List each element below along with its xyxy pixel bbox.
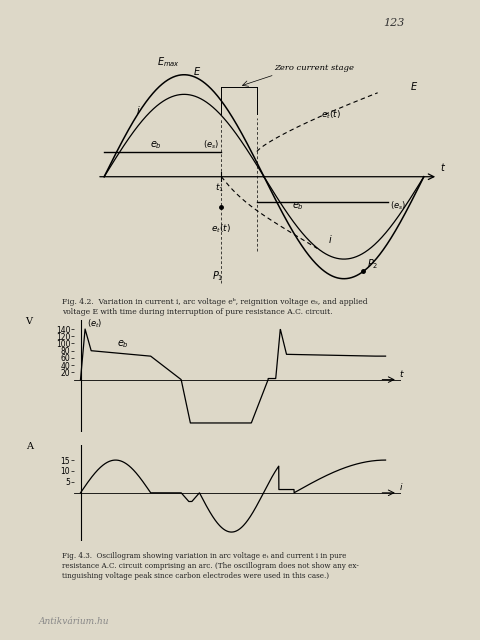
Text: $(e_s)$: $(e_s)$: [390, 199, 407, 212]
Text: $e_b$: $e_b$: [292, 200, 304, 212]
Text: A: A: [25, 442, 33, 451]
Text: Antikvárium.hu: Antikvárium.hu: [38, 617, 109, 626]
Text: voltage E with time during interruption of pure resistance A.C. circuit.: voltage E with time during interruption …: [62, 308, 333, 317]
Text: $P_2$: $P_2$: [367, 257, 378, 271]
Text: $e_t(t)$: $e_t(t)$: [211, 223, 231, 235]
Text: $e_t(t)$: $e_t(t)$: [321, 109, 341, 122]
Text: Fig. 4.2.  Variation in current i, arc voltage eᵇ, reignition voltage eₛ, and ap: Fig. 4.2. Variation in current i, arc vo…: [62, 298, 368, 305]
Text: $E$: $E$: [409, 81, 418, 92]
Text: $E_{max}$: $E_{max}$: [157, 55, 180, 69]
Text: Zero current stage: Zero current stage: [275, 65, 355, 72]
Text: resistance A.C. circuit comprising an arc. (The oscillogram does not show any ex: resistance A.C. circuit comprising an ar…: [62, 562, 359, 570]
Text: $E$: $E$: [193, 65, 201, 77]
Text: Fig. 4.3.  Oscillogram showing variation in arc voltage eₜ and current i in pure: Fig. 4.3. Oscillogram showing variation …: [62, 552, 347, 559]
Text: V: V: [25, 317, 33, 326]
Text: $i$: $i$: [328, 234, 333, 245]
Text: tinguishing voltage peak since carbon electrodes were used in this case.): tinguishing voltage peak since carbon el…: [62, 572, 330, 580]
Text: 123: 123: [383, 18, 404, 28]
Text: $e_b$: $e_b$: [117, 339, 129, 350]
Text: $e_b$: $e_b$: [150, 140, 162, 152]
Text: $t_1$: $t_1$: [215, 182, 224, 195]
Text: $(e_t)$: $(e_t)$: [86, 317, 102, 330]
Text: $t$: $t$: [440, 161, 446, 173]
Text: $i$: $i$: [399, 481, 404, 492]
Text: $P_1$: $P_1$: [213, 269, 224, 282]
Text: $i$: $i$: [136, 104, 141, 116]
Text: $t$: $t$: [399, 367, 405, 378]
Text: $(e_s)$: $(e_s)$: [204, 139, 220, 151]
